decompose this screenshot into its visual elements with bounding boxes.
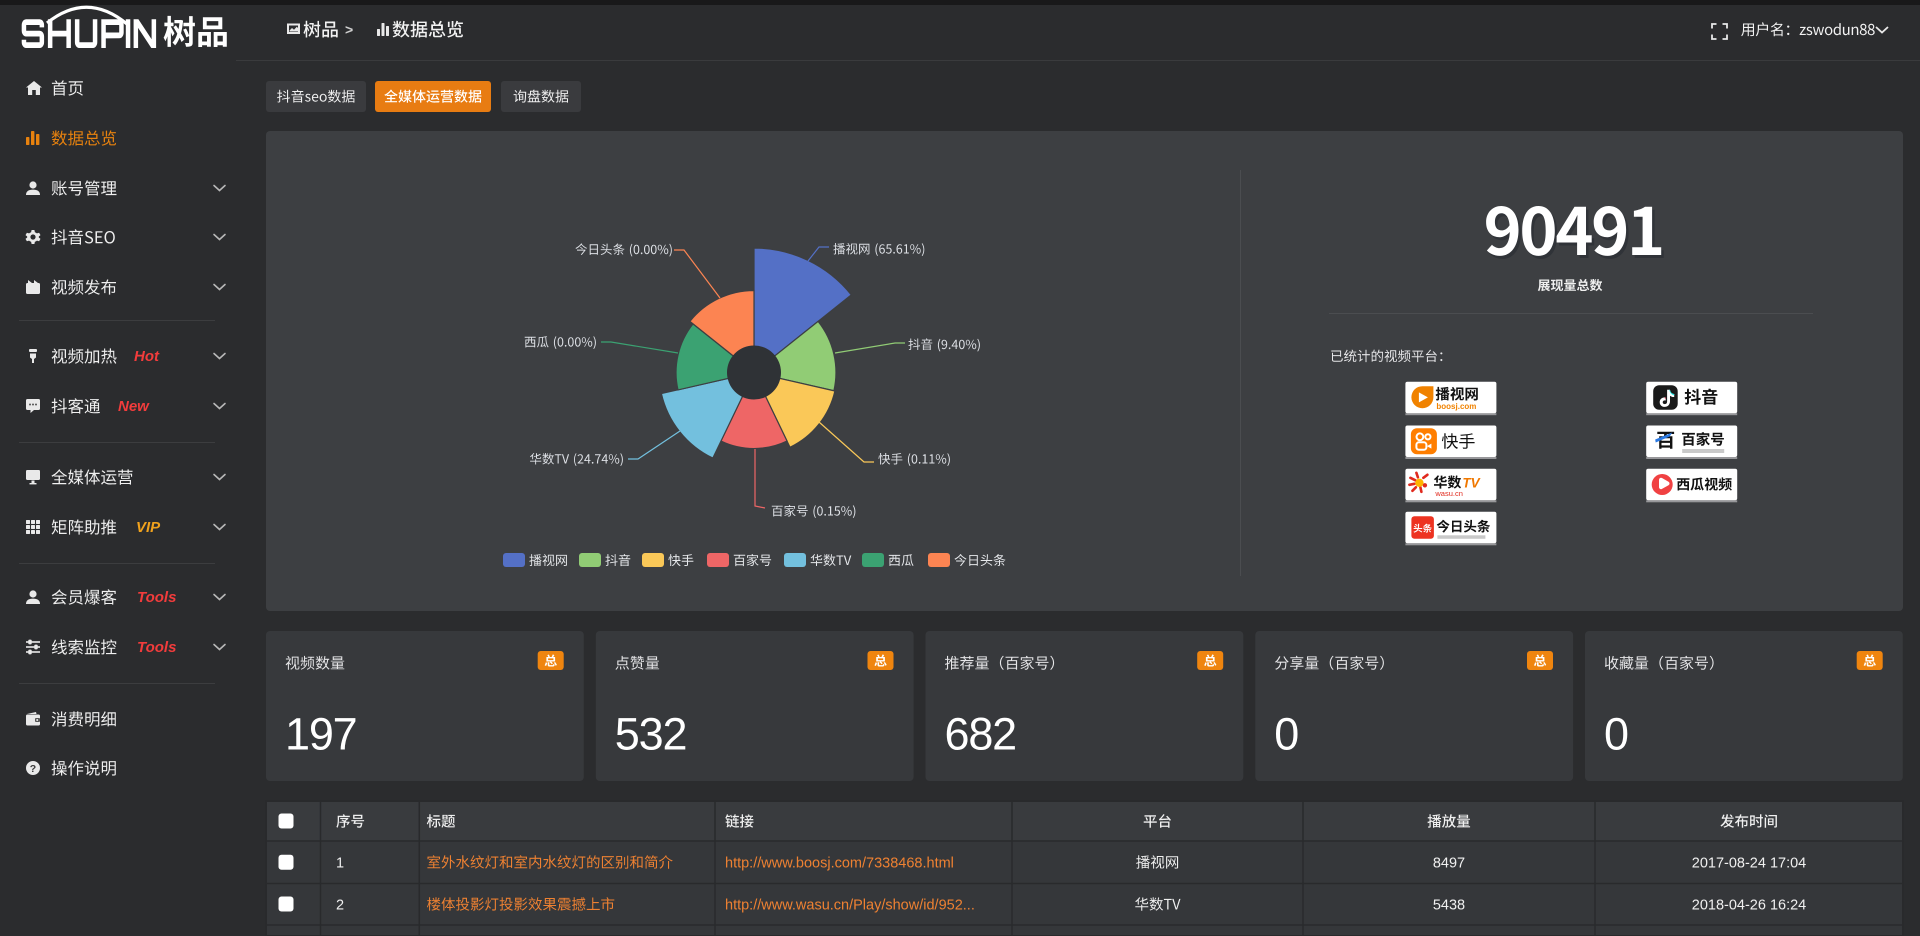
svg-text:2018-04-26 16:24: 2018-04-26 16:24 [1692,898,1807,914]
svg-text:http://www.wasu.cn/Play/show/i: http://www.wasu.cn/Play/show/id/952... [725,898,975,914]
svg-text:2: 2 [336,898,344,914]
svg-text:Tools: Tools [137,589,176,606]
svg-text:Hot: Hot [134,348,160,365]
svg-text:0: 0 [1274,709,1298,760]
svg-text:532: 532 [615,709,686,760]
svg-text:8497: 8497 [1433,856,1465,872]
svg-text:0: 0 [1604,709,1628,760]
svg-text:wasu.cn: wasu.cn [1434,489,1463,498]
svg-text:682: 682 [945,709,1016,760]
svg-text:VIP: VIP [136,519,161,536]
svg-text:2017-08-24 17:04: 2017-08-24 17:04 [1692,856,1807,872]
svg-text:TV: TV [1462,475,1480,490]
svg-text:197: 197 [285,709,356,760]
svg-text:http://www.boosj.com/7338468.h: http://www.boosj.com/7338468.html [725,856,954,872]
svg-text:?: ? [30,763,36,775]
svg-text:Tools: Tools [137,639,176,656]
svg-text:1: 1 [336,856,344,872]
svg-text:>: > [345,22,353,38]
svg-text:New: New [118,398,150,415]
svg-text:5438: 5438 [1433,898,1465,914]
svg-text:boosj.com: boosj.com [1436,402,1476,411]
